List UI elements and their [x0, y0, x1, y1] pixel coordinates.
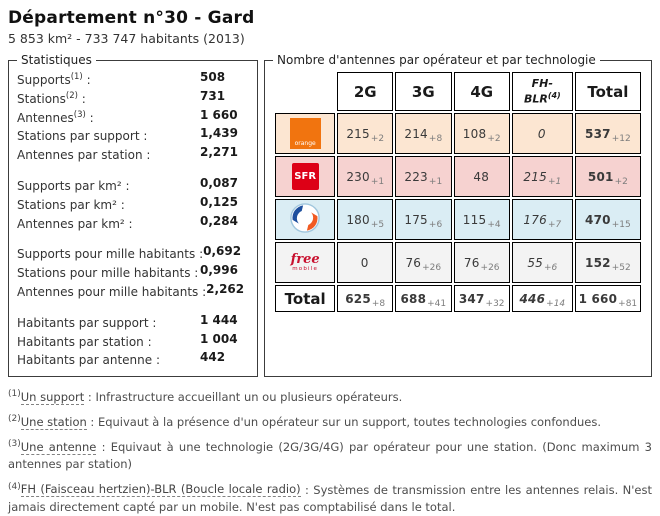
footnote-term: FH (Faisceau hertzien)-BLR (Boucle local… — [20, 482, 301, 498]
stat-row: Supports par km² :0,087 — [17, 175, 238, 193]
stat-group-per-thousand: Supports pour mille habitants :0,692 Sta… — [17, 244, 249, 300]
stat-value: 0,087 — [200, 175, 238, 190]
cell-sfr-4g: 48 — [453, 156, 510, 197]
footnote-term: Une antenne — [20, 440, 97, 456]
stat-value: 442 — [200, 350, 226, 365]
stat-row: Antennes pour mille habitants :2,262 — [17, 281, 245, 299]
cell-total-fh: 446+14 — [511, 285, 573, 312]
cell-orange-2g: 215+2 — [337, 113, 394, 154]
orange-logo-cell: orange — [275, 113, 336, 154]
cell-total-3g: 688+41 — [395, 285, 452, 312]
free-logo-cell: free mobile — [275, 242, 336, 283]
stat-row: Stations par support :1,439 — [17, 126, 238, 144]
operator-row-bouygues: 180+5 175+6 115+4 176+7 470+15 — [275, 199, 641, 240]
cell-free-fh: 55+6 — [511, 242, 573, 283]
cell-free-4g: 76+26 — [453, 242, 510, 283]
column-header-fh-blr: FH- BLR(4) — [511, 72, 573, 111]
cell-sfr-2g: 230+1 — [337, 156, 394, 197]
antennas-panel: Nombre d'antennes par opérateur et par t… — [264, 53, 652, 378]
sfr-logo: SFR — [291, 163, 319, 190]
operator-row-free: free mobile 0 76+26 76+26 55+6 152+52 — [275, 242, 641, 283]
column-header-2g: 2G — [337, 72, 394, 111]
cell-free-3g: 76+26 — [395, 242, 452, 283]
footnote-support: (1)Un support : Infrastructure accueilla… — [8, 389, 403, 405]
column-header-4g: 4G — [453, 72, 510, 111]
statistics-panel: Statistiques Supports(1) :508 Stations(2… — [8, 53, 258, 378]
operator-row-sfr: SFR 230+1 223+1 48 215+1 501+2 — [275, 156, 641, 197]
column-header-3g: 3G — [395, 72, 452, 111]
cell-sfr-3g: 223+1 — [395, 156, 452, 197]
stat-value: 2,271 — [200, 145, 238, 160]
antennas-legend: Nombre d'antennes par opérateur et par t… — [277, 53, 596, 67]
cell-free-2g: 0 — [337, 242, 394, 283]
header-blank-cell — [275, 72, 335, 111]
cell-total-total: 1 660+81 — [574, 285, 641, 312]
stat-value: 1 004 — [200, 331, 238, 346]
stat-row: Antennes par km² :0,284 — [17, 213, 238, 231]
stat-row: Stations(2) :731 — [17, 88, 226, 106]
header-row: 2G 3G 4G FH- BLR(4) Total — [275, 72, 641, 111]
cell-bouygues-2g: 180+5 — [337, 199, 394, 240]
cell-bouygues-3g: 175+6 — [395, 199, 452, 240]
free-mobile-logo: free mobile — [290, 251, 320, 272]
cell-orange-total: 537+12 — [574, 113, 641, 154]
footnote-term: Une station — [20, 415, 87, 431]
stat-value: 0,125 — [200, 194, 238, 209]
cell-free-total: 152+52 — [574, 242, 641, 283]
stat-row: Supports(1) :508 — [17, 70, 226, 87]
stat-row: Antennes(3) :1 660 — [17, 107, 238, 125]
bouygues-telecom-logo — [290, 203, 320, 236]
cell-orange-fh: 0 — [511, 113, 573, 154]
footnote-fh-blr: (4)FH (Faisceau hertzien)-BLR (Boucle lo… — [8, 481, 652, 514]
stat-row: Supports pour mille habitants :0,692 — [17, 244, 242, 262]
statistics-legend: Statistiques — [21, 53, 92, 67]
cell-sfr-total: 501+2 — [574, 156, 641, 197]
antennas-table: 2G 3G 4G FH- BLR(4) Total orange 215+2 21… — [273, 70, 643, 314]
stat-row: Stations pour mille habitants :0,996 — [17, 263, 238, 281]
footnote-term: Un support — [20, 389, 85, 405]
stat-row: Habitants par antenne :442 — [17, 350, 226, 368]
cell-bouygues-total: 470+15 — [574, 199, 641, 240]
stat-value: 0,284 — [200, 213, 238, 228]
main-content: Statistiques Supports(1) :508 Stations(2… — [8, 53, 652, 378]
cell-total-4g: 347+32 — [453, 285, 510, 312]
total-row-label: Total — [275, 285, 336, 312]
cell-sfr-fh: 215+1 — [511, 156, 573, 197]
sfr-logo-cell: SFR — [275, 156, 336, 197]
cell-bouygues-4g: 115+4 — [453, 199, 510, 240]
column-header-total: Total — [574, 72, 641, 111]
stat-row: Stations par km² :0,125 — [17, 194, 238, 212]
total-row: Total 625+8 688+41 347+32 446+14 1 660+8… — [275, 285, 641, 312]
stat-row: Antennes par station :2,271 — [17, 145, 238, 163]
stat-row: Habitants par station :1 004 — [17, 331, 238, 349]
orange-logo: orange — [289, 118, 321, 149]
page-title: Département n°30 - Gard — [8, 8, 255, 28]
footnote-station: (2)Une station : Equivaut à la présence … — [8, 414, 602, 431]
stat-value: 0,996 — [200, 263, 238, 278]
stat-value: 2,262 — [206, 281, 245, 296]
stat-row: Habitants par support :1 444 — [17, 312, 238, 330]
cell-orange-3g: 214+8 — [395, 113, 452, 154]
stat-group-counts: Supports(1) :508 Stations(2) :731 Antenn… — [17, 70, 249, 164]
cell-orange-4g: 108+2 — [453, 113, 510, 154]
stat-value: 1 444 — [200, 312, 238, 327]
stat-value: 1 660 — [200, 107, 238, 122]
stat-value: 1,439 — [200, 126, 238, 141]
stat-value: 0,692 — [203, 244, 242, 259]
cell-total-2g: 625+8 — [337, 285, 394, 312]
footnotes: (1)Un support : Infrastructure accueilla… — [8, 388, 652, 516]
stat-value: 731 — [200, 88, 226, 103]
operator-row-orange: orange 215+2 214+8 108+2 0 537+12 — [275, 113, 641, 154]
bouygues-logo-cell — [275, 199, 336, 240]
footnote-antenne: (3)Une antenne : Equivaut à une technolo… — [8, 439, 652, 472]
page-subtitle: 5 853 km² - 733 747 habitants (2013) — [8, 31, 245, 46]
stat-value: 508 — [200, 70, 226, 84]
cell-bouygues-fh: 176+7 — [511, 199, 573, 240]
stat-group-habitants-per: Habitants par support :1 444 Habitants p… — [17, 313, 249, 369]
stat-group-per-km2: Supports par km² :0,087 Stations par km²… — [17, 176, 249, 232]
